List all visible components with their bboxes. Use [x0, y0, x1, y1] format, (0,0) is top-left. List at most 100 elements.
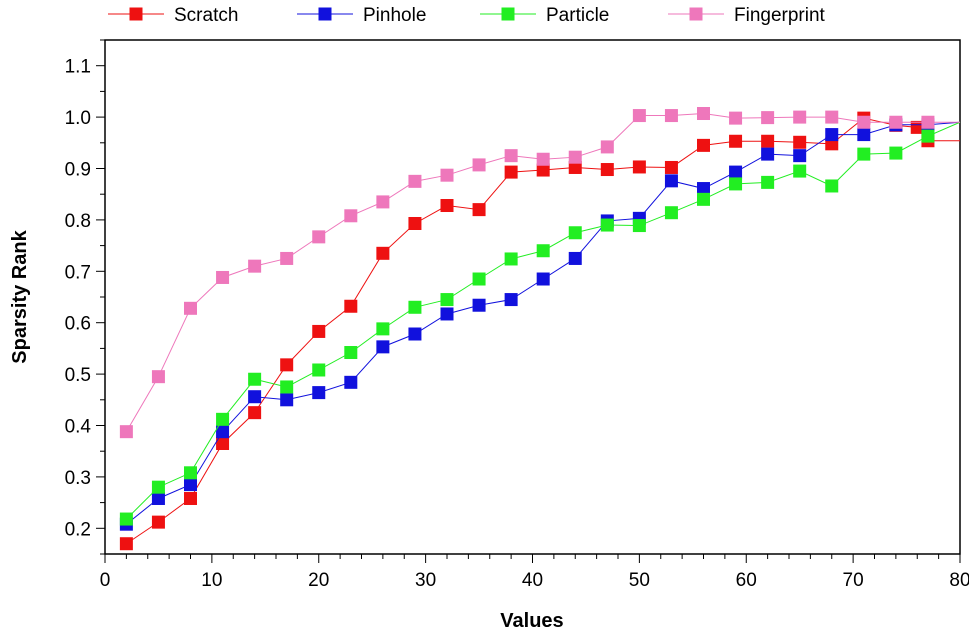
data-point-scratch — [119, 537, 133, 551]
data-point-fingerprint — [536, 152, 550, 166]
data-point-particle — [697, 192, 710, 206]
data-point-particle — [376, 322, 390, 336]
data-point-fingerprint — [761, 111, 775, 125]
data-point-particle — [184, 466, 197, 480]
data-point-particle — [280, 380, 294, 394]
legend-marker — [501, 7, 515, 21]
legend-item-pinhole: Pinhole — [297, 5, 426, 26]
data-point-particle — [793, 164, 807, 178]
data-point-pinhole — [472, 298, 486, 312]
data-point-particle — [857, 147, 871, 161]
data-point-particle — [504, 252, 518, 266]
data-point-fingerprint — [632, 109, 646, 123]
data-point-fingerprint — [697, 107, 710, 121]
data-point-fingerprint — [151, 370, 165, 384]
data-point-fingerprint — [440, 168, 454, 182]
data-point-particle — [921, 129, 935, 143]
data-point-scratch — [184, 491, 197, 505]
data-point-scratch — [600, 163, 614, 177]
data-point-pinhole — [664, 174, 678, 188]
data-point-scratch — [248, 406, 262, 420]
y-tick-label: 0.7 — [65, 262, 91, 283]
data-point-pinhole — [376, 340, 390, 354]
y-axis-title: Sparsity Rank — [9, 229, 31, 363]
legend-item-scratch: Scratch — [108, 5, 238, 26]
data-point-fingerprint — [921, 115, 935, 129]
y-tick-label: 0.5 — [65, 365, 91, 386]
data-point-scratch — [440, 199, 454, 213]
data-point-particle — [151, 480, 165, 494]
data-point-particle — [825, 179, 839, 193]
x-tick-label: 80 — [949, 570, 969, 591]
y-tick-label: 0.4 — [65, 417, 92, 438]
data-point-pinhole — [504, 293, 518, 307]
data-point-scratch — [344, 299, 358, 313]
data-point-fingerprint — [312, 230, 326, 244]
data-point-scratch — [312, 324, 326, 338]
data-point-scratch — [664, 160, 678, 174]
data-point-pinhole — [440, 307, 454, 321]
x-tick-label: 40 — [522, 570, 543, 591]
data-point-scratch — [408, 216, 422, 230]
data-point-pinhole — [793, 149, 807, 163]
legend-label: Particle — [546, 5, 609, 26]
data-point-pinhole — [729, 165, 743, 179]
data-point-fingerprint — [280, 251, 294, 265]
x-tick-labels: 0 10 20 30 40 50 60 70 80 — [100, 570, 969, 591]
data-point-particle — [664, 206, 678, 220]
data-point-pinhole — [761, 147, 775, 161]
data-point-pinhole — [151, 491, 165, 505]
data-point-scratch — [536, 163, 550, 177]
data-point-particle — [729, 177, 743, 191]
data-point-scratch — [568, 160, 582, 174]
legend-item-particle: Particle — [480, 5, 609, 26]
data-point-particle — [536, 244, 550, 258]
data-point-pinhole — [280, 393, 294, 407]
data-point-particle — [440, 293, 454, 307]
series-fingerprint — [119, 107, 960, 439]
data-point-scratch — [504, 165, 518, 179]
axis-ticks — [96, 39, 961, 563]
series-scratch — [119, 111, 960, 551]
data-point-fingerprint — [729, 111, 743, 125]
data-point-particle — [408, 300, 422, 314]
data-point-fingerprint — [504, 149, 518, 163]
data-point-fingerprint — [664, 109, 678, 123]
data-point-fingerprint — [248, 259, 262, 273]
y-tick-label: 1.1 — [65, 57, 91, 78]
data-point-particle — [344, 346, 358, 360]
data-point-particle — [600, 218, 614, 232]
data-point-particle — [568, 226, 582, 240]
legend-label: Pinhole — [363, 5, 426, 26]
data-point-pinhole — [408, 327, 422, 341]
data-point-scratch — [632, 160, 646, 174]
y-tick-label: 0.6 — [65, 314, 91, 335]
data-point-pinhole — [344, 375, 358, 389]
data-point-scratch — [472, 203, 486, 217]
data-point-fingerprint — [376, 195, 390, 209]
data-point-scratch — [793, 135, 807, 149]
x-tick-label: 60 — [736, 570, 757, 591]
data-point-scratch — [151, 515, 165, 529]
x-tick-label: 70 — [843, 570, 864, 591]
y-tick-label: 0.9 — [65, 160, 91, 181]
data-point-particle — [472, 272, 486, 286]
series-particle — [119, 121, 961, 526]
x-tick-label: 10 — [201, 570, 222, 591]
data-point-scratch — [376, 246, 390, 260]
data-point-fingerprint — [568, 150, 582, 164]
data-point-pinhole — [216, 425, 230, 439]
legend-marker — [318, 7, 332, 21]
data-point-fingerprint — [408, 174, 422, 188]
y-tick-labels: 0.2 0.3 0.4 0.5 0.6 0.7 0.8 0.9 1.0 1.1 — [65, 57, 92, 541]
x-tick-label: 50 — [629, 570, 650, 591]
data-point-scratch — [216, 436, 230, 450]
data-point-scratch — [729, 134, 743, 148]
data-point-fingerprint — [344, 209, 358, 223]
legend-marker — [689, 7, 703, 21]
legend-label: Fingerprint — [734, 5, 826, 26]
data-point-fingerprint — [216, 270, 230, 284]
data-point-scratch — [697, 138, 710, 152]
y-tick-label: 1.0 — [65, 108, 91, 129]
